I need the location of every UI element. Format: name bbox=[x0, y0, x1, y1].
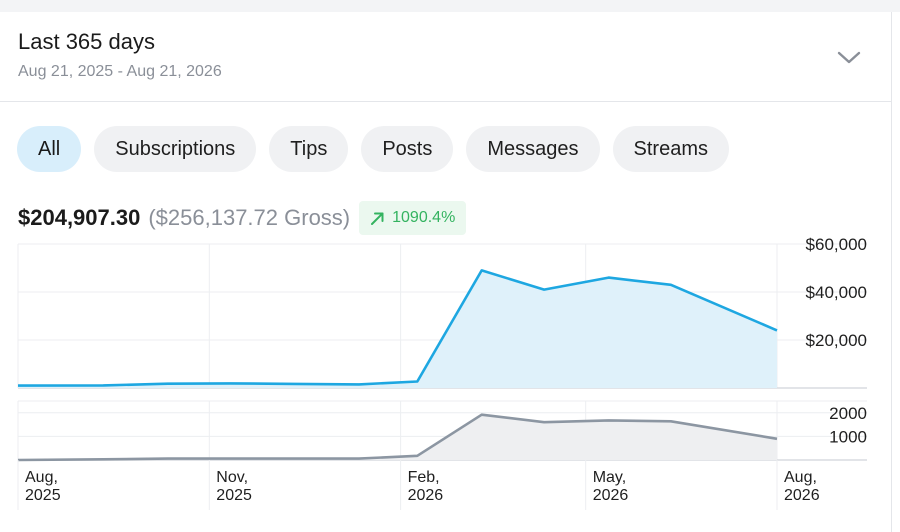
x-tick-label-month: Nov, bbox=[216, 469, 248, 486]
y-tick-label: $40,000 bbox=[806, 283, 867, 302]
top-strip bbox=[0, 0, 900, 12]
tab-tips[interactable]: Tips bbox=[269, 126, 349, 172]
change-percent: 1090.4% bbox=[392, 209, 456, 226]
period-range: Aug 21, 2025 - Aug 21, 2026 bbox=[18, 63, 222, 80]
tab-all[interactable]: All bbox=[17, 126, 82, 172]
x-tick-label-year: 2025 bbox=[25, 487, 61, 504]
chevron-down-icon[interactable] bbox=[836, 44, 862, 70]
y-tick-label: 2000 bbox=[829, 404, 867, 423]
tab-posts[interactable]: Posts bbox=[361, 126, 454, 172]
x-tick-label-month: Aug, bbox=[784, 469, 817, 486]
period-title: Last 365 days bbox=[18, 29, 155, 54]
tab-subscriptions[interactable]: Subscriptions bbox=[94, 126, 257, 172]
trend-up-arrow-icon bbox=[371, 212, 384, 225]
x-tick-label-year: 2026 bbox=[593, 487, 629, 504]
category-tabs: All Subscriptions Tips Posts Messages St… bbox=[17, 126, 729, 172]
x-tick-label-year: 2026 bbox=[408, 487, 444, 504]
x-tick-label-month: May, bbox=[593, 469, 626, 486]
x-tick-label-month: Aug, bbox=[25, 469, 58, 486]
x-tick-label-year: 2025 bbox=[216, 487, 252, 504]
series-line bbox=[17, 413, 778, 462]
y-tick-label: $60,000 bbox=[806, 235, 867, 254]
y-tick-label: $20,000 bbox=[806, 331, 867, 350]
earnings-summary: $204,907.30 ($256,137.72 Gross) 1090.4% bbox=[18, 201, 467, 235]
gross-total: ($256,137.72 Gross) bbox=[148, 205, 351, 230]
change-badge: 1090.4% bbox=[359, 201, 467, 235]
series-line bbox=[17, 269, 778, 387]
tab-messages[interactable]: Messages bbox=[466, 126, 600, 172]
tab-streams[interactable]: Streams bbox=[612, 126, 729, 172]
y-tick-label: 1000 bbox=[829, 427, 867, 446]
net-total: $204,907.30 bbox=[18, 205, 141, 230]
period-selector[interactable]: Last 365 days Aug 21, 2025 - Aug 21, 202… bbox=[0, 12, 891, 102]
x-tick-label-month: Feb, bbox=[408, 469, 440, 486]
x-tick-label-year: 2026 bbox=[784, 487, 820, 504]
series-area bbox=[18, 270, 777, 388]
series-area bbox=[18, 414, 777, 460]
